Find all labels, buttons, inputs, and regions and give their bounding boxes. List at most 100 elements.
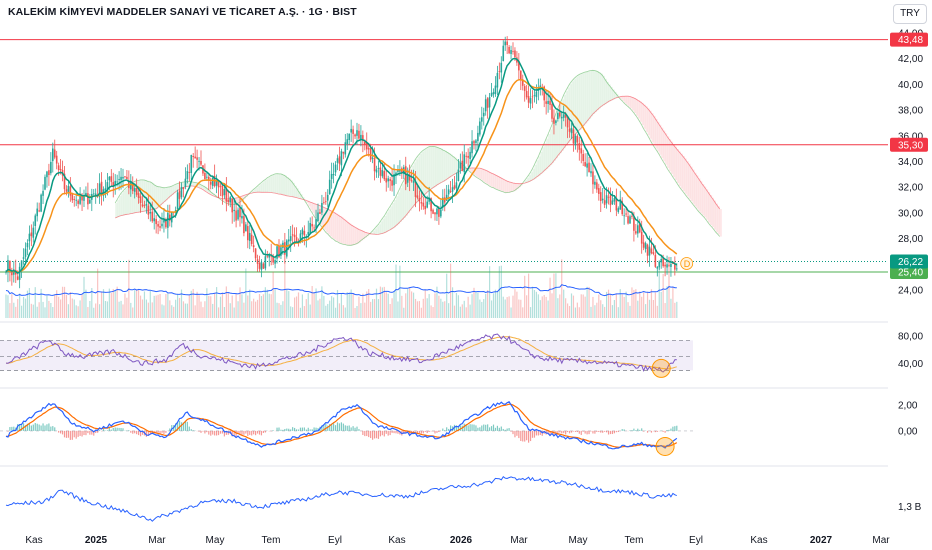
cloud-segment bbox=[323, 207, 326, 230]
cloud-segment bbox=[380, 221, 383, 234]
macd-hist-bar bbox=[383, 430, 385, 437]
volume-bar bbox=[561, 259, 563, 318]
cloud-segment bbox=[413, 162, 416, 206]
candle-body bbox=[75, 199, 77, 201]
candle-body bbox=[660, 258, 662, 263]
volume-bar bbox=[237, 301, 239, 318]
time-tick-label: Mar bbox=[510, 535, 528, 546]
candle-body bbox=[260, 262, 263, 270]
macd-hist-bar bbox=[243, 430, 245, 435]
candle-body bbox=[418, 198, 421, 202]
cloud-segment bbox=[193, 182, 196, 187]
cloud-segment bbox=[312, 202, 315, 213]
candle-body bbox=[360, 134, 362, 140]
earnings-marker bbox=[680, 257, 694, 270]
volume-bar bbox=[336, 289, 339, 318]
candle-body bbox=[235, 210, 237, 221]
volume-bar bbox=[370, 301, 372, 318]
volume-bar bbox=[391, 298, 393, 318]
volume-bar bbox=[120, 300, 122, 318]
macd-hist-bar bbox=[223, 430, 225, 437]
candle-body bbox=[325, 201, 327, 203]
candle-body bbox=[601, 198, 604, 201]
candle-body bbox=[215, 180, 218, 186]
cloud-segment bbox=[134, 181, 137, 213]
macd-hist-bar bbox=[21, 425, 23, 431]
macd-hist-bar bbox=[641, 428, 643, 431]
cloud-segment bbox=[130, 183, 133, 214]
cloud-segment bbox=[706, 189, 709, 220]
candle-body bbox=[492, 92, 495, 95]
cloud-segment bbox=[115, 202, 118, 218]
volume-bar bbox=[219, 296, 222, 318]
macd-hist-bar bbox=[44, 425, 46, 431]
candle-body bbox=[200, 160, 202, 165]
volume-bar bbox=[372, 299, 374, 318]
candle-body bbox=[430, 198, 432, 212]
candle-body bbox=[428, 197, 430, 202]
cloud-segment bbox=[269, 176, 272, 193]
macd-hist-bar bbox=[317, 428, 319, 431]
candle-body bbox=[391, 180, 393, 186]
cloud-segment bbox=[534, 164, 537, 179]
macd-hist-bar bbox=[138, 430, 140, 436]
volume-bar bbox=[290, 306, 292, 318]
candle-body bbox=[547, 100, 549, 104]
volume-bar bbox=[490, 300, 493, 318]
cloud-segment bbox=[641, 102, 644, 126]
volume-bar bbox=[496, 291, 498, 318]
candle-body bbox=[670, 263, 672, 267]
candle-body bbox=[108, 176, 111, 181]
cloud-segment bbox=[187, 181, 190, 187]
candle-body bbox=[57, 165, 60, 170]
volume-bar bbox=[79, 300, 81, 318]
macd-hist-bar bbox=[280, 429, 282, 431]
cloud-segment bbox=[458, 161, 461, 172]
macd-hist-bar bbox=[290, 429, 292, 431]
macd-hist-bar bbox=[77, 430, 79, 437]
volume-bar bbox=[108, 288, 110, 318]
cloud-segment bbox=[553, 119, 557, 161]
cloud-segment bbox=[446, 151, 449, 180]
candle-body bbox=[617, 208, 620, 212]
candle-body bbox=[490, 92, 493, 97]
cloud-segment bbox=[251, 191, 254, 194]
macd-hist-bar bbox=[122, 428, 124, 431]
cloud-segment bbox=[275, 173, 278, 194]
currency-button[interactable]: TRY bbox=[893, 4, 927, 24]
cloud-segment bbox=[185, 181, 188, 187]
macd-hist-bar bbox=[334, 425, 337, 431]
cloud-segment bbox=[294, 185, 297, 198]
volume-bar bbox=[173, 306, 175, 318]
candles bbox=[5, 36, 678, 289]
cloud-segment bbox=[665, 133, 668, 165]
cloud-segment bbox=[501, 178, 504, 192]
candle-body bbox=[440, 209, 442, 217]
cloud-segment bbox=[491, 173, 494, 188]
volume-bar bbox=[61, 286, 64, 318]
candle-body bbox=[494, 85, 497, 94]
candle-body bbox=[613, 198, 616, 202]
volume-bar bbox=[258, 294, 261, 318]
macd-hist-bar bbox=[182, 422, 185, 431]
cloud-segment bbox=[571, 81, 574, 139]
volume-bar bbox=[102, 289, 105, 318]
macd-hist-bar bbox=[116, 427, 118, 431]
candle-body bbox=[642, 242, 645, 248]
volume-bar bbox=[297, 292, 300, 318]
macd-hist-bar bbox=[190, 429, 192, 431]
macd-hist-bar bbox=[147, 430, 149, 436]
candle-body bbox=[406, 175, 409, 183]
candle-body bbox=[457, 169, 460, 182]
candle-body bbox=[9, 260, 11, 272]
cloud-segment bbox=[631, 97, 635, 111]
macd-hist-bar bbox=[54, 427, 56, 431]
volume-bar bbox=[586, 286, 588, 318]
macd-hist-bar bbox=[528, 430, 530, 443]
macd-hist-bar bbox=[184, 420, 186, 431]
macd-hist-bar bbox=[204, 430, 206, 434]
macd-hist-bar bbox=[85, 430, 87, 436]
cloud-segment bbox=[479, 168, 482, 180]
macd-hist-bar bbox=[297, 429, 300, 431]
